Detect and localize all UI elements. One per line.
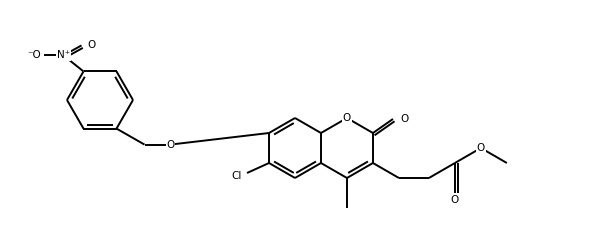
- Text: Cl: Cl: [232, 171, 242, 181]
- Text: O: O: [477, 143, 485, 153]
- Text: O: O: [400, 114, 408, 124]
- Text: O: O: [343, 113, 351, 123]
- Text: O: O: [451, 195, 459, 205]
- Text: ⁻O: ⁻O: [28, 50, 42, 60]
- Text: N⁺: N⁺: [57, 50, 70, 60]
- Text: O: O: [166, 139, 175, 149]
- Text: O: O: [88, 40, 96, 50]
